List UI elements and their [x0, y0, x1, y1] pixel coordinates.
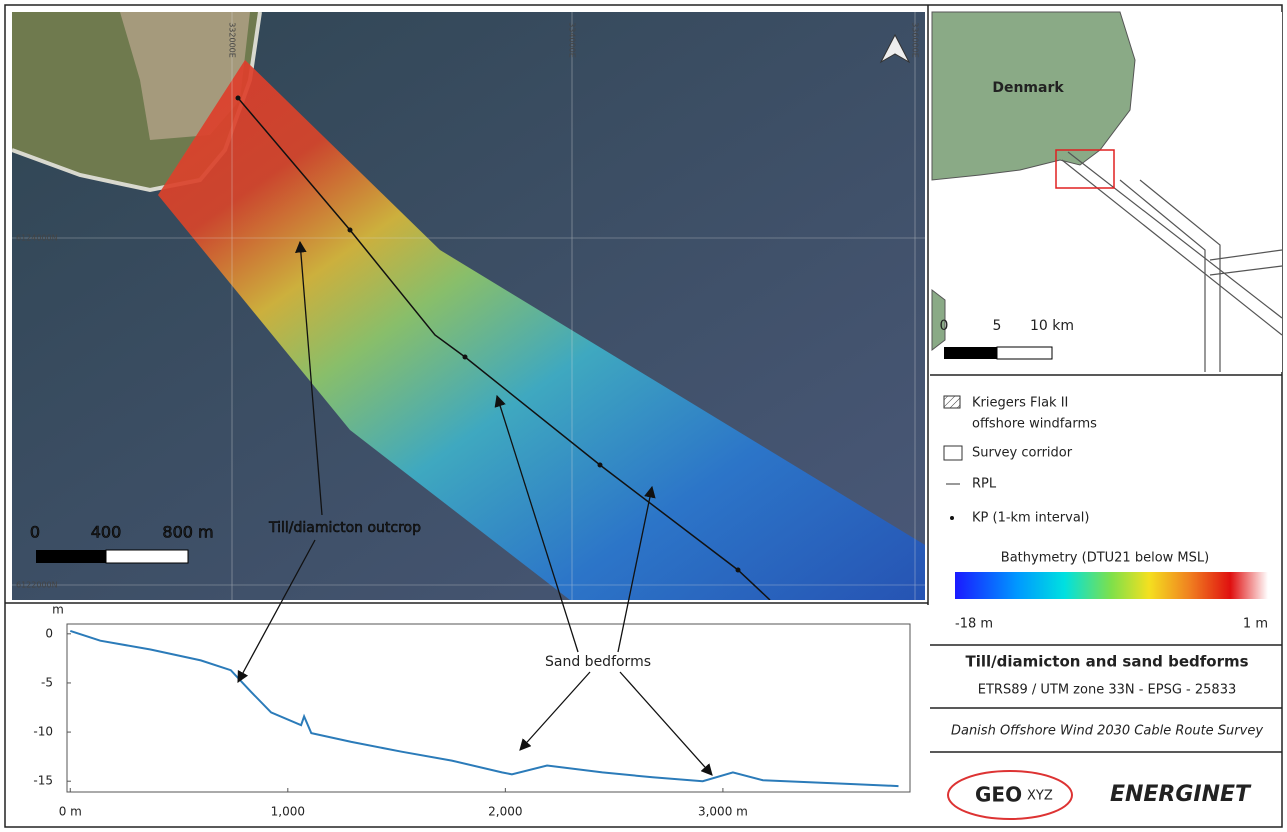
frame	[4, 4, 1283, 828]
map	[12, 12, 925, 600]
scale-label: 0	[940, 318, 949, 334]
legend-label: RPL	[972, 477, 997, 492]
profile-frame	[66, 623, 911, 793]
inset-label: Denmark	[992, 80, 1064, 96]
subtitle: ETRS89 / UTM zone 33N - EPSG - 25833	[978, 683, 1237, 698]
grid-label: 6124000N	[16, 234, 58, 243]
inset-land	[931, 11, 1136, 181]
x-tick-label: 3,000 m	[698, 805, 748, 819]
project: Danish Offshore Wind 2030 Cable Route Su…	[951, 724, 1263, 739]
logo: XYZ	[1027, 789, 1053, 804]
scale-bar	[36, 550, 106, 563]
x-tick-label: 0 m	[59, 805, 82, 819]
grid-label: 6122000N	[16, 581, 58, 590]
colorbar-label: -18 m	[955, 617, 993, 632]
scale-label: 0	[30, 523, 40, 542]
colorbar-title: Bathymetry (DTU21 below MSL)	[1001, 551, 1209, 566]
x-tick-label: 2,000	[488, 805, 522, 819]
title: Till/diamicton and sand bedforms	[965, 653, 1248, 671]
grid-label: 336000E	[911, 22, 920, 58]
profile: 0 -5 -10 -15 0 m 1,000 2,000 3,000 m	[33, 626, 899, 819]
legend-label: KP (1-km interval)	[972, 511, 1090, 526]
scale-label: 5	[993, 318, 1002, 334]
grid-label: 332000E	[228, 22, 237, 58]
scale-label: 800 m	[162, 523, 213, 542]
scale-label: 400	[91, 523, 122, 542]
scale-bar	[105, 549, 189, 564]
legend-label: offshore windfarms	[972, 417, 1097, 432]
logo: GEO	[975, 783, 1022, 807]
annotation: Till/diamicton outcrop	[268, 520, 421, 536]
north-arrow	[879, 33, 911, 64]
colorbar	[955, 572, 1268, 599]
y-tick-label: 0	[45, 626, 53, 640]
annotation: Sand bedforms	[545, 654, 651, 670]
y-axis-label: m	[52, 603, 64, 617]
x-tick-label: 1,000	[271, 805, 305, 819]
legend-label: Survey corridor	[972, 446, 1073, 461]
survey-bathymetry	[158, 60, 925, 600]
y-tick-label: -15	[33, 774, 53, 788]
logo: ENERGINET	[1110, 782, 1252, 807]
grid-label: 334000E	[568, 22, 577, 58]
y-tick-label: -10	[33, 725, 53, 739]
profile-line	[69, 629, 899, 788]
scale-label: 10 km	[1030, 318, 1074, 334]
colorbar-label: 1 m	[1243, 617, 1268, 632]
y-tick-label: -5	[41, 675, 53, 689]
legend-label: Kriegers Flak II	[972, 396, 1068, 411]
inset-extent	[1055, 149, 1115, 189]
